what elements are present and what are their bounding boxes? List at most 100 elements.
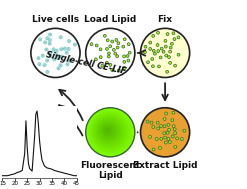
Circle shape — [167, 56, 170, 59]
Circle shape — [49, 43, 50, 44]
Text: Fluorescent
Lipid: Fluorescent Lipid — [80, 161, 140, 180]
Circle shape — [149, 47, 152, 50]
Circle shape — [49, 34, 51, 35]
Circle shape — [123, 55, 125, 58]
Circle shape — [112, 48, 115, 51]
Circle shape — [91, 113, 128, 151]
Circle shape — [99, 56, 102, 59]
Circle shape — [157, 31, 159, 34]
Circle shape — [56, 50, 57, 51]
Circle shape — [141, 28, 190, 77]
Circle shape — [152, 125, 155, 129]
Circle shape — [58, 68, 59, 69]
Circle shape — [151, 65, 154, 68]
Circle shape — [122, 45, 125, 48]
Circle shape — [89, 112, 130, 153]
Circle shape — [115, 39, 118, 41]
Circle shape — [89, 111, 131, 153]
Circle shape — [174, 132, 177, 135]
Circle shape — [150, 121, 153, 124]
Circle shape — [169, 46, 172, 49]
Circle shape — [156, 43, 159, 46]
Circle shape — [114, 52, 117, 55]
Circle shape — [86, 108, 134, 156]
Circle shape — [171, 135, 174, 138]
Circle shape — [162, 50, 165, 53]
Circle shape — [174, 146, 177, 148]
Circle shape — [38, 58, 39, 59]
Circle shape — [155, 138, 158, 140]
Circle shape — [117, 42, 120, 45]
Circle shape — [153, 52, 156, 55]
Circle shape — [149, 41, 152, 44]
Circle shape — [86, 108, 135, 157]
Circle shape — [46, 49, 47, 50]
Circle shape — [127, 59, 130, 62]
Circle shape — [105, 128, 110, 133]
Circle shape — [103, 34, 106, 37]
Circle shape — [165, 45, 167, 48]
Circle shape — [172, 125, 175, 128]
Circle shape — [126, 55, 129, 57]
Circle shape — [105, 61, 108, 64]
Circle shape — [91, 114, 127, 150]
Circle shape — [95, 44, 98, 47]
Circle shape — [173, 38, 176, 41]
Circle shape — [181, 138, 183, 140]
Circle shape — [169, 61, 171, 64]
Circle shape — [44, 64, 45, 66]
Circle shape — [106, 39, 109, 42]
Circle shape — [106, 129, 109, 132]
Text: Live cells: Live cells — [32, 15, 79, 24]
Circle shape — [42, 55, 43, 56]
Circle shape — [165, 112, 168, 115]
Circle shape — [44, 42, 46, 43]
Circle shape — [157, 50, 160, 53]
Circle shape — [146, 120, 149, 123]
Circle shape — [93, 115, 126, 148]
Circle shape — [123, 67, 126, 70]
Circle shape — [107, 129, 108, 131]
Circle shape — [53, 49, 54, 50]
Circle shape — [166, 131, 169, 134]
Circle shape — [160, 47, 163, 50]
Circle shape — [50, 52, 51, 53]
Circle shape — [168, 128, 170, 131]
Circle shape — [159, 56, 162, 59]
Text: Load Lipid: Load Lipid — [84, 15, 136, 24]
Circle shape — [170, 42, 173, 45]
Circle shape — [168, 141, 171, 143]
Circle shape — [90, 112, 129, 152]
Circle shape — [128, 51, 131, 54]
Circle shape — [164, 40, 167, 42]
Circle shape — [116, 55, 119, 58]
Circle shape — [167, 123, 170, 126]
Circle shape — [55, 53, 56, 54]
Circle shape — [164, 136, 166, 139]
Circle shape — [160, 125, 163, 128]
Circle shape — [104, 127, 111, 134]
Circle shape — [169, 50, 171, 53]
Circle shape — [166, 70, 169, 73]
Circle shape — [47, 38, 48, 39]
Circle shape — [103, 126, 113, 136]
Circle shape — [183, 129, 186, 132]
Circle shape — [152, 148, 155, 151]
Text: Single-cell CE-LIF: Single-cell CE-LIF — [45, 50, 127, 76]
Circle shape — [173, 128, 176, 131]
Circle shape — [149, 136, 151, 138]
Circle shape — [172, 111, 175, 114]
Circle shape — [94, 58, 97, 61]
Circle shape — [127, 43, 130, 46]
Circle shape — [123, 38, 126, 41]
Circle shape — [87, 109, 133, 155]
Circle shape — [96, 118, 122, 144]
Circle shape — [163, 125, 166, 128]
Circle shape — [105, 47, 108, 50]
Circle shape — [47, 71, 48, 72]
Circle shape — [49, 40, 50, 41]
Circle shape — [97, 120, 120, 143]
Circle shape — [92, 115, 126, 149]
Circle shape — [58, 57, 59, 59]
Circle shape — [68, 40, 70, 42]
